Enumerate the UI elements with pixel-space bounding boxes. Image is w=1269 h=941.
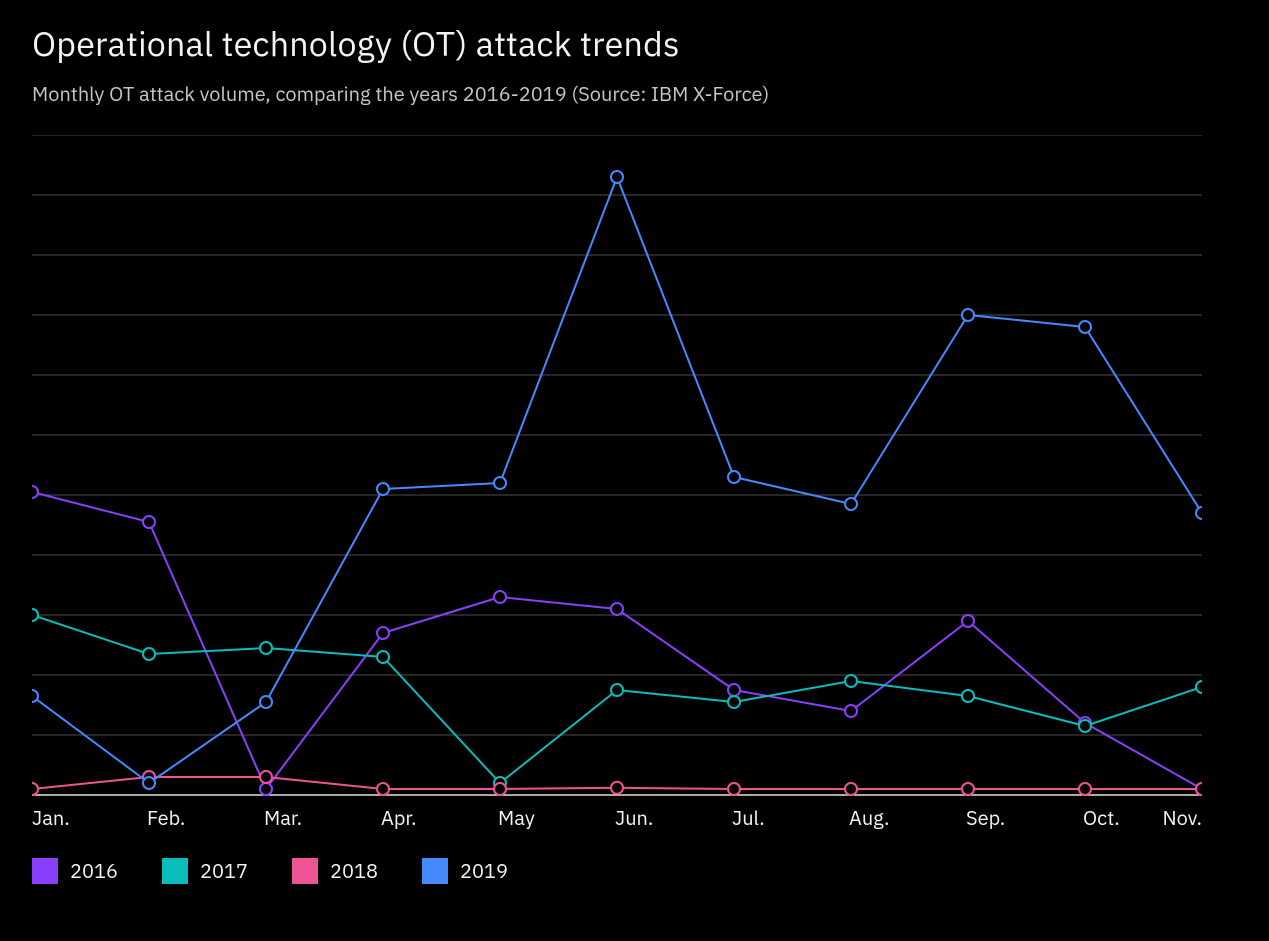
series-marker bbox=[1079, 321, 1091, 333]
legend-label: 2016 bbox=[70, 857, 118, 884]
series-marker bbox=[845, 705, 857, 717]
legend-label: 2017 bbox=[200, 857, 248, 884]
series-marker bbox=[611, 603, 623, 615]
series-marker bbox=[611, 171, 623, 183]
x-tick-label: Aug. bbox=[849, 804, 889, 831]
series-marker bbox=[32, 690, 38, 702]
legend-label: 2019 bbox=[460, 857, 508, 884]
series-marker bbox=[845, 783, 857, 795]
series-marker bbox=[494, 591, 506, 603]
series-marker bbox=[1079, 720, 1091, 732]
series-line bbox=[32, 492, 1202, 789]
series-marker bbox=[494, 477, 506, 489]
legend-label: 2018 bbox=[330, 857, 378, 884]
x-tick-label: Jul. bbox=[732, 804, 765, 831]
x-tick-label: May bbox=[498, 804, 535, 831]
series-marker bbox=[728, 783, 740, 795]
series-marker bbox=[962, 309, 974, 321]
x-tick-label: Feb. bbox=[147, 804, 185, 831]
legend-swatch bbox=[422, 858, 448, 884]
chart-plot: Jan. Feb. Mar. Apr. May Jun. Jul. Aug. Sep. Oct. N… bbox=[32, 135, 1237, 835]
series-marker bbox=[143, 648, 155, 660]
series-marker bbox=[1079, 783, 1091, 795]
series-marker bbox=[143, 516, 155, 528]
x-tick-label: Oct. bbox=[1083, 804, 1120, 831]
series-marker bbox=[845, 675, 857, 687]
series-marker bbox=[728, 696, 740, 708]
legend: 2016 2017 2018 2019 bbox=[32, 835, 1237, 884]
series-line bbox=[32, 615, 1202, 783]
x-tick-label: Sep. bbox=[966, 804, 1005, 831]
series-marker bbox=[377, 483, 389, 495]
x-tick-label: Apr. bbox=[381, 804, 417, 831]
legend-swatch bbox=[162, 858, 188, 884]
legend-item: 2019 bbox=[422, 857, 508, 884]
series-marker bbox=[494, 783, 506, 795]
series-marker bbox=[728, 684, 740, 696]
line-chart-svg: Jan. Feb. Mar. Apr. May Jun. Jul. Aug. Sep. Oct. N… bbox=[32, 135, 1202, 835]
series-marker bbox=[962, 615, 974, 627]
series-marker bbox=[32, 486, 38, 498]
series-marker bbox=[962, 690, 974, 702]
series-marker bbox=[32, 609, 38, 621]
series-marker bbox=[728, 471, 740, 483]
x-tick-label: Mar. bbox=[264, 804, 302, 831]
series-marker bbox=[143, 777, 155, 789]
series-marker bbox=[260, 696, 272, 708]
series-marker bbox=[260, 783, 272, 795]
series-marker bbox=[962, 783, 974, 795]
series-marker bbox=[1196, 783, 1202, 795]
series-marker bbox=[32, 783, 38, 795]
legend-swatch bbox=[32, 858, 58, 884]
series-marker bbox=[260, 771, 272, 783]
series-marker bbox=[260, 642, 272, 654]
series-marker bbox=[377, 627, 389, 639]
series-marker bbox=[377, 783, 389, 795]
series-marker bbox=[377, 651, 389, 663]
x-tick-label: Jan. bbox=[32, 804, 70, 831]
series-marker bbox=[845, 498, 857, 510]
series-marker bbox=[1196, 507, 1202, 519]
legend-item: 2017 bbox=[162, 857, 248, 884]
series-marker bbox=[611, 684, 623, 696]
legend-item: 2018 bbox=[292, 857, 378, 884]
chart-subtitle: Monthly OT attack volume, comparing the … bbox=[32, 80, 1237, 107]
legend-swatch bbox=[292, 858, 318, 884]
chart-title: Operational technology (OT) attack trend… bbox=[32, 22, 1237, 66]
x-tick-label: Nov. bbox=[1162, 804, 1202, 831]
series-marker bbox=[1196, 681, 1202, 693]
x-tick-label: Jun. bbox=[615, 804, 653, 831]
legend-item: 2016 bbox=[32, 857, 118, 884]
series-marker bbox=[611, 782, 623, 794]
